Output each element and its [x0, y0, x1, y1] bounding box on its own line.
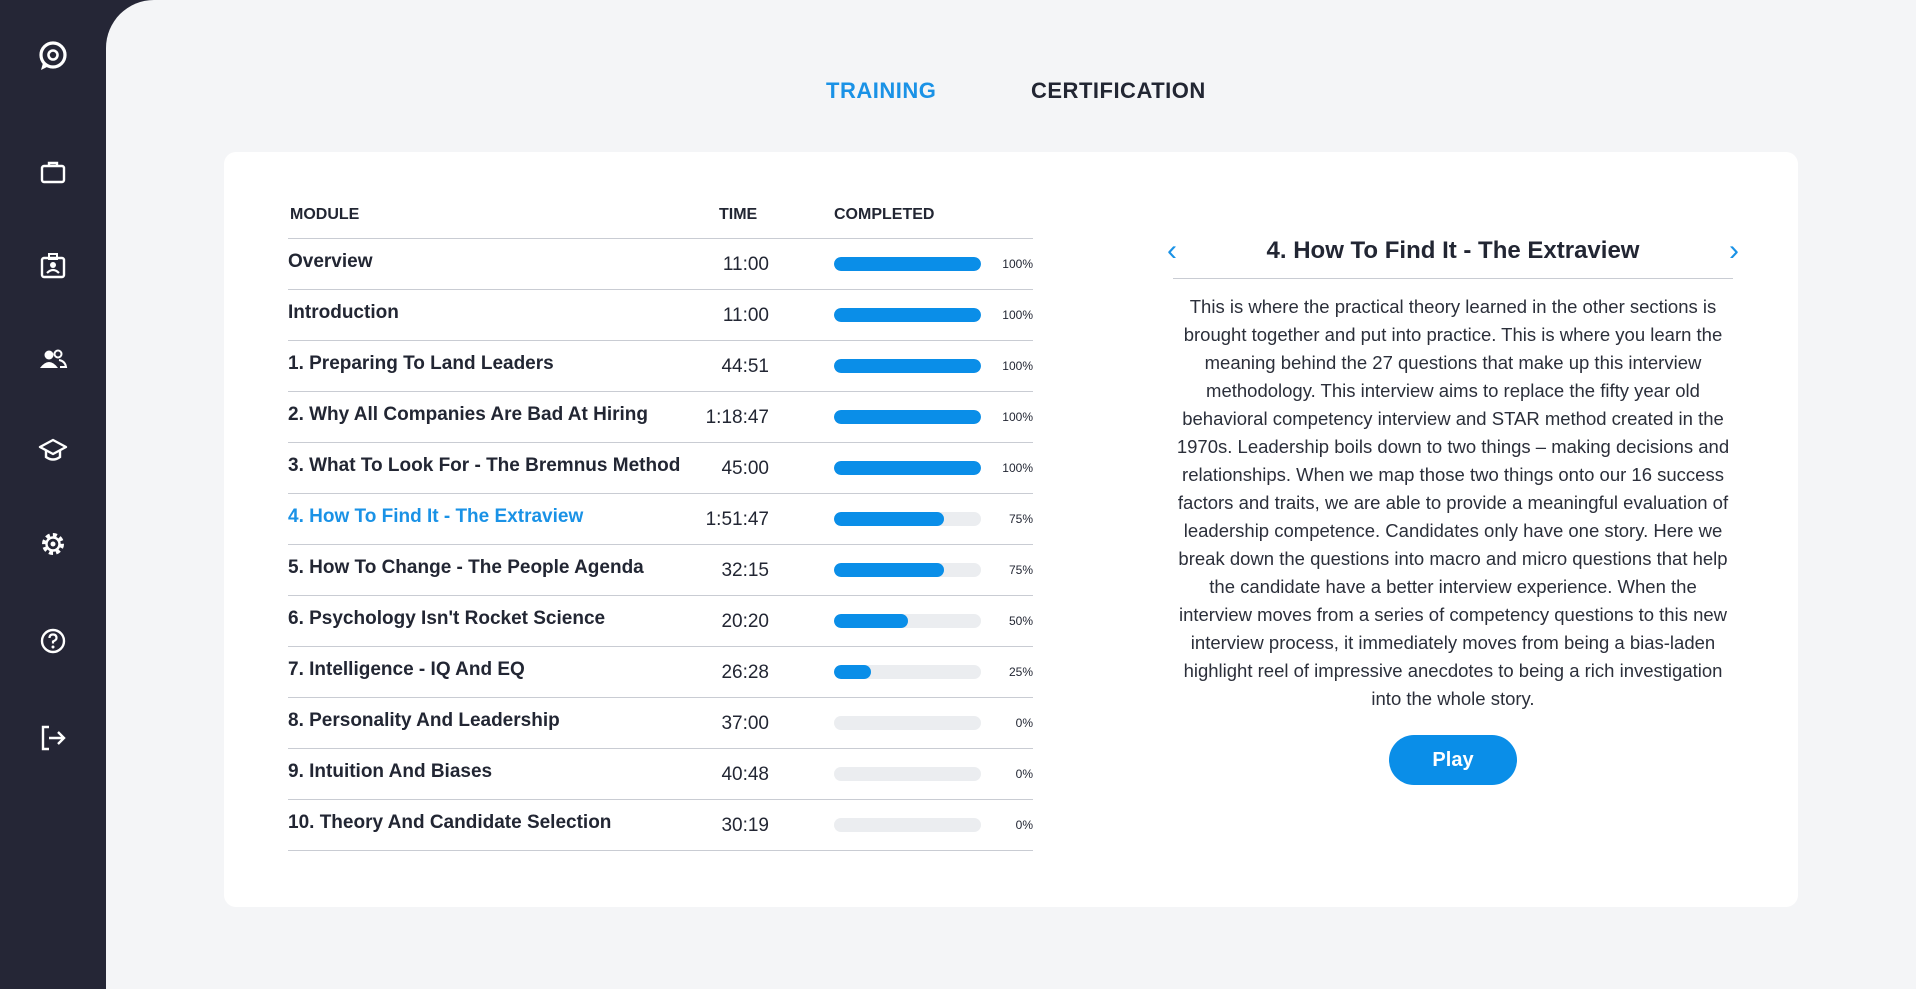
- module-time: 11:00: [722, 254, 769, 275]
- progress-bar: [834, 614, 981, 628]
- module-time: 30:19: [721, 815, 769, 836]
- table-row[interactable]: 3. What To Look For - The Bremnus Method…: [288, 443, 1033, 494]
- detail-header: ‹ 4. How To Find It - The Extraview ›: [1167, 230, 1739, 279]
- tab-bar: TRAINING CERTIFICATION: [106, 78, 1916, 108]
- module-name[interactable]: 9. Intuition And Biases: [288, 761, 493, 782]
- progress-bar: [834, 359, 981, 373]
- module-name[interactable]: 7. Intelligence - IQ And EQ: [288, 659, 525, 680]
- progress-percent: 100%: [1002, 257, 1033, 271]
- header-completed: COMPLETED: [834, 206, 935, 223]
- chevron-right-icon[interactable]: ›: [1729, 234, 1739, 267]
- detail-title: 4. How To Find It - The Extraview: [1266, 237, 1640, 264]
- gear-icon[interactable]: [33, 524, 73, 564]
- header-module: MODULE: [290, 206, 360, 223]
- progress-percent: 100%: [1002, 359, 1033, 373]
- progress-percent: 50%: [1008, 614, 1033, 628]
- module-detail-panel: ‹ 4. How To Find It - The Extraview › Th…: [1167, 230, 1739, 785]
- people-icon[interactable]: [33, 339, 73, 379]
- table-row[interactable]: 7. Intelligence - IQ And EQ 26:28 25%: [288, 647, 1033, 698]
- progress-fill: [834, 614, 908, 628]
- module-name[interactable]: 2. Why All Companies Are Bad At Hiring: [288, 404, 648, 425]
- table-row[interactable]: 4. How To Find It - The Extraview 1:51:47…: [288, 494, 1033, 545]
- module-time: 45:00: [721, 458, 769, 479]
- module-name[interactable]: 1. Preparing To Land Leaders: [288, 353, 554, 374]
- progress-bar: [834, 767, 981, 781]
- play-button[interactable]: Play: [1389, 735, 1517, 785]
- module-time: 26:28: [721, 662, 769, 683]
- module-name[interactable]: 4. How To Find It - The Extraview: [288, 506, 584, 527]
- main-content: TRAINING CERTIFICATION MODULE TIME COMPL…: [106, 0, 1916, 989]
- module-table: MODULE TIME COMPLETED Overview 11:00 100% I…: [288, 196, 1033, 851]
- tab-training[interactable]: TRAINING: [826, 78, 937, 103]
- module-name[interactable]: Introduction: [288, 302, 399, 323]
- graduation-cap-icon[interactable]: [33, 430, 73, 470]
- progress-percent: 0%: [1015, 767, 1033, 781]
- table-body: Overview 11:00 100% Introduction 11:00 100% 1.…: [288, 239, 1033, 851]
- module-time: 32:15: [721, 560, 769, 581]
- progress-fill: [834, 512, 945, 526]
- progress-bar: [834, 257, 981, 271]
- sidebar: [0, 0, 106, 989]
- progress-bar: [834, 818, 981, 832]
- progress-fill: [834, 257, 981, 271]
- module-name[interactable]: 10. Theory And Candidate Selection: [288, 812, 612, 833]
- progress-fill: [834, 359, 981, 373]
- table-row[interactable]: Introduction 11:00 100%: [288, 290, 1033, 341]
- detail-description: This is where the practical theory learn…: [1176, 296, 1730, 709]
- progress-percent: 75%: [1008, 512, 1033, 526]
- progress-bar: [834, 308, 981, 322]
- table-row[interactable]: 1. Preparing To Land Leaders 44:51 100%: [288, 341, 1033, 392]
- briefcase-icon[interactable]: [33, 152, 73, 192]
- table-row[interactable]: Overview 11:00 100%: [288, 239, 1033, 290]
- progress-bar: [834, 563, 981, 577]
- progress-percent: 100%: [1002, 308, 1033, 322]
- logout-icon[interactable]: [33, 718, 73, 758]
- table-header: MODULE TIME COMPLETED: [288, 196, 1033, 239]
- progress-bar: [834, 512, 981, 526]
- module-name[interactable]: Overview: [288, 251, 373, 272]
- table-row[interactable]: 10. Theory And Candidate Selection 30:19 0…: [288, 800, 1033, 851]
- progress-bar: [834, 716, 981, 730]
- progress-percent: 25%: [1008, 665, 1033, 679]
- table-row[interactable]: 2. Why All Companies Are Bad At Hiring 1:…: [288, 392, 1033, 443]
- progress-bar: [834, 461, 981, 475]
- module-name[interactable]: 3. What To Look For - The Bremnus Method: [288, 455, 681, 476]
- tab-certification[interactable]: CERTIFICATION: [1031, 78, 1206, 103]
- progress-bar: [834, 665, 981, 679]
- table-row[interactable]: 9. Intuition And Biases 40:48 0%: [288, 749, 1033, 800]
- table-row[interactable]: 6. Psychology Isn't Rocket Science 20:20 5…: [288, 596, 1033, 647]
- progress-percent: 100%: [1002, 461, 1033, 475]
- progress-fill: [834, 461, 981, 475]
- module-time: 37:00: [721, 713, 769, 734]
- progress-fill: [834, 665, 871, 679]
- module-time: 11:00: [722, 305, 769, 326]
- module-name[interactable]: 8. Personality And Leadership: [288, 710, 560, 731]
- progress-fill: [834, 410, 981, 424]
- progress-percent: 0%: [1015, 716, 1033, 730]
- module-time: 40:48: [721, 764, 769, 785]
- id-badge-icon[interactable]: [33, 246, 73, 286]
- module-name[interactable]: 5. How To Change - The People Agenda: [288, 557, 644, 578]
- progress-percent: 100%: [1002, 410, 1033, 424]
- table-row[interactable]: 8. Personality And Leadership 37:00 0%: [288, 698, 1033, 749]
- training-card: MODULE TIME COMPLETED Overview 11:00 100% I…: [224, 152, 1798, 907]
- module-time: 44:51: [721, 356, 769, 377]
- progress-fill: [834, 563, 945, 577]
- module-time: 20:20: [721, 611, 769, 632]
- chat-logo-icon[interactable]: [33, 36, 73, 76]
- help-icon[interactable]: [33, 621, 73, 661]
- progress-percent: 0%: [1015, 818, 1033, 832]
- progress-percent: 75%: [1008, 563, 1033, 577]
- table-row[interactable]: 5. How To Change - The People Agenda 32:1…: [288, 545, 1033, 596]
- progress-fill: [834, 308, 981, 322]
- chevron-left-icon[interactable]: ‹: [1167, 234, 1177, 267]
- module-time: 1:18:47: [705, 407, 769, 428]
- progress-bar: [834, 410, 981, 424]
- module-name[interactable]: 6. Psychology Isn't Rocket Science: [288, 608, 606, 629]
- header-time: TIME: [719, 206, 758, 223]
- module-time: 1:51:47: [705, 509, 769, 530]
